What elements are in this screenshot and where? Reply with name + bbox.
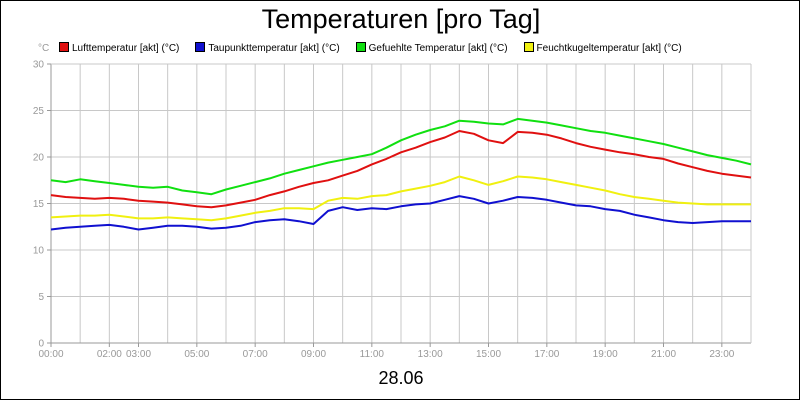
y-tick-label: 20: [33, 153, 45, 164]
x-tick-label: 11:00: [360, 349, 385, 360]
legend-swatch: [59, 41, 69, 52]
x-tick-label: 13:00: [418, 349, 443, 360]
y-axis-unit: °C: [38, 43, 50, 54]
x-tick-label: 17:00: [534, 349, 559, 360]
y-tick-label: 30: [33, 60, 45, 71]
series-line-3: [50, 117, 752, 196]
legend-item: Lufttemperatur [akt] (°C): [59, 41, 180, 54]
x-axis-date-label: 28.06: [378, 368, 424, 388]
legend-swatch: [195, 41, 206, 52]
legend-label: Lufttemperatur [akt] (°C): [72, 42, 180, 54]
x-tick-label: 23:00: [709, 349, 734, 360]
y-tick-label: 5: [38, 292, 44, 303]
x-tick-label: 00:00: [38, 349, 63, 360]
series-line-2: [50, 195, 751, 231]
y-tick-label: 0: [38, 339, 44, 350]
x-tick-label: 09:00: [301, 349, 326, 360]
legend-item: Feuchtkugeltemperatur [akt] (°C): [523, 41, 682, 54]
x-tick-label: 21:00: [651, 349, 676, 360]
series-line-1: [50, 130, 752, 209]
legend-label: Gefuehlte Temperatur [akt] (°C): [368, 42, 508, 54]
legend-item: Gefuehlte Temperatur [akt] (°C): [355, 41, 508, 54]
x-tick-label: 15:00: [476, 349, 501, 360]
legend-swatch: [523, 41, 534, 52]
legend-label: Feuchtkugeltemperatur [akt] (°C): [536, 42, 682, 54]
x-tick-label: 03:00: [126, 349, 151, 360]
x-tick-label: 19:00: [593, 349, 618, 360]
y-tick-label: 25: [33, 106, 45, 117]
y-tick-label: 10: [33, 246, 45, 257]
legend-swatch: [355, 41, 366, 52]
legend-label: Taupunkttemperatur [akt] (°C): [208, 42, 340, 54]
y-tick-label: 15: [33, 199, 45, 210]
chart-legend: Lufttemperatur [akt] (°C) Taupunkttempera…: [59, 39, 698, 54]
chart-title: Temperaturen [pro Tag]: [261, 4, 541, 34]
legend-item: Taupunkttemperatur [akt] (°C): [195, 41, 340, 54]
x-tick-label: 02:00: [97, 349, 122, 360]
series-line-4: [50, 175, 751, 222]
x-tick-label: 05:00: [184, 349, 209, 360]
x-tick-label: 07:00: [243, 349, 268, 360]
